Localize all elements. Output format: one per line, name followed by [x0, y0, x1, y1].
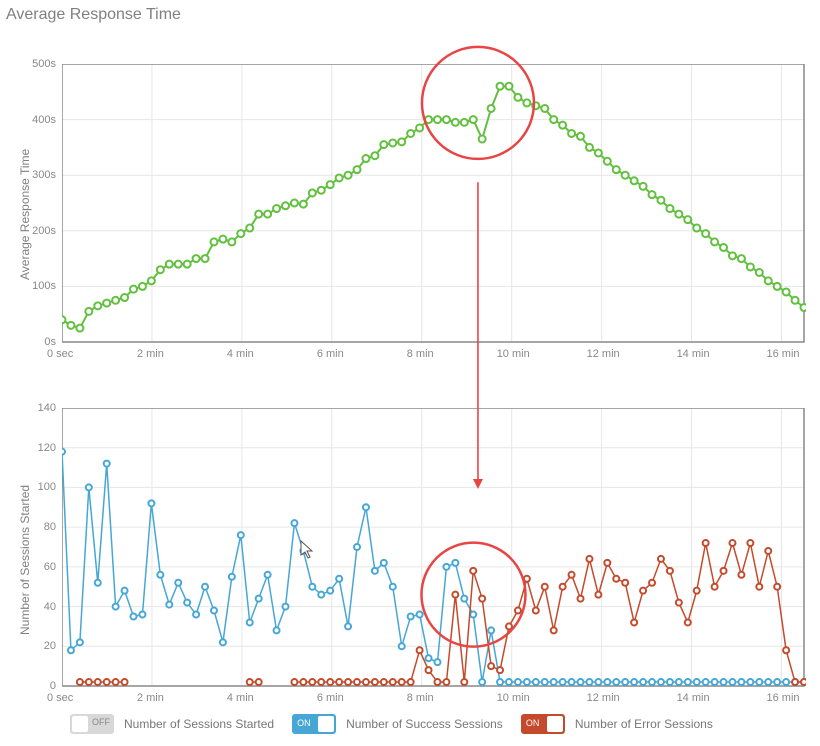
toggle-on[interactable]: ON	[292, 714, 336, 734]
chart1-ylabel: Average Response Time	[18, 149, 32, 280]
page-title: Average Response Time	[6, 6, 181, 24]
legend-label: Number of Success Sessions	[346, 717, 503, 731]
legend-label: Number of Error Sessions	[575, 717, 713, 731]
legend-label: Number of Sessions Started	[124, 717, 274, 731]
legend-item-success[interactable]: ON Number of Success Sessions	[292, 714, 503, 734]
chart2-plot	[62, 408, 806, 688]
toggle-off[interactable]: OFF	[70, 714, 114, 734]
legend-item-error[interactable]: ON Number of Error Sessions	[521, 714, 713, 734]
legend: OFF Number of Sessions Started ON Number…	[70, 710, 800, 738]
chart1-plot	[62, 64, 806, 344]
chart2-ylabel: Number of Sessions Started	[18, 485, 32, 635]
legend-item-sessions-started[interactable]: OFF Number of Sessions Started	[70, 714, 274, 734]
toggle-on[interactable]: ON	[521, 714, 565, 734]
